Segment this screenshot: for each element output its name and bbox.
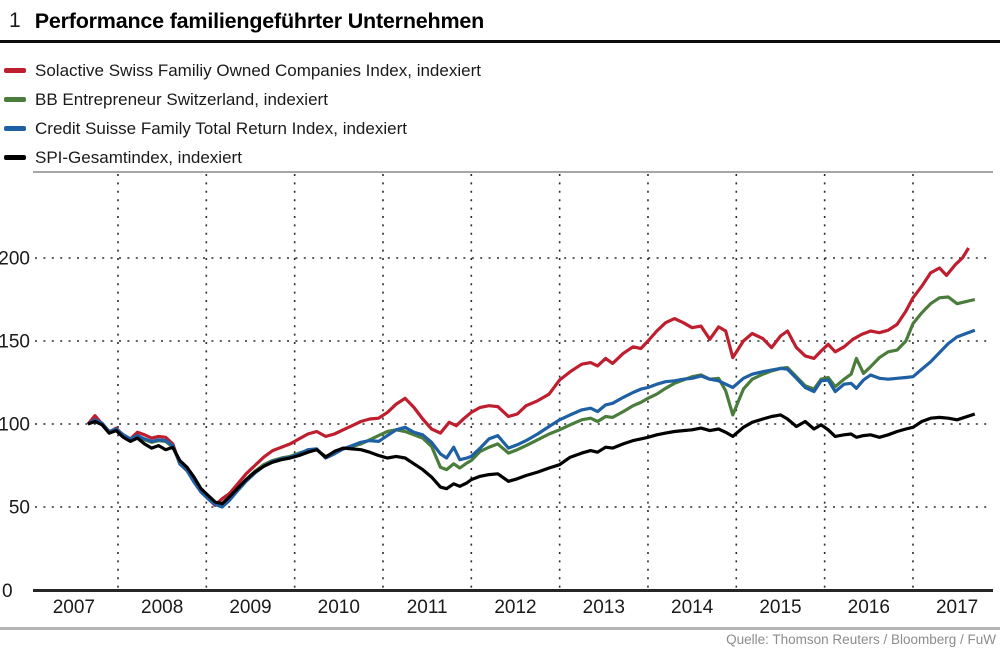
series-line-cs-family <box>87 328 976 509</box>
chart-header: 1 Performance familiengeführter Unterneh… <box>0 0 1000 43</box>
series-line-solactive <box>86 247 970 507</box>
legend-label: SPI-Gesamtindex, indexiert <box>35 147 242 167</box>
y-tick-label-150: 150 <box>0 332 30 353</box>
legend: Solactive Swiss Familiy Owned Companies … <box>4 56 481 172</box>
y-tick-label-0: 0 <box>2 581 13 602</box>
series-line-spi <box>87 412 976 506</box>
legend-swatch-blue <box>4 126 26 131</box>
y-tick-label-50: 50 <box>9 498 30 519</box>
legend-swatch-black <box>4 155 26 160</box>
y-tick-label-100: 100 <box>0 415 30 436</box>
x-tick-label-2010: 2010 <box>318 597 360 618</box>
legend-item-solactive: Solactive Swiss Familiy Owned Companies … <box>4 56 481 85</box>
legend-label: Credit Suisse Family Total Return Index,… <box>35 118 407 138</box>
legend-item-cs-family: Credit Suisse Family Total Return Index,… <box>4 114 481 143</box>
x-tick-label-2007: 2007 <box>53 597 95 618</box>
x-tick-label-2012: 2012 <box>494 597 536 618</box>
x-tick-label-2008: 2008 <box>141 597 183 618</box>
x-tick-label-2015: 2015 <box>759 597 801 618</box>
legend-swatch-red <box>4 68 26 73</box>
x-tick-label-2016: 2016 <box>848 597 890 618</box>
legend-label: BB Entrepreneur Switzerland, indexiert <box>35 89 328 109</box>
x-tick-label-2017: 2017 <box>936 597 978 618</box>
legend-swatch-green <box>4 97 26 102</box>
source-text: Quelle: Thomson Reuters / Bloomberg / Fu… <box>726 632 996 647</box>
source-divider <box>0 627 1000 630</box>
x-tick-label-2009: 2009 <box>229 597 271 618</box>
chart-number: 1 <box>9 9 21 32</box>
line-chart: 0 50 100 150 200 2007 2008 2009 2010 2011 2012 2013… <box>0 171 993 618</box>
legend-item-spi: SPI-Gesamtindex, indexiert <box>4 143 481 172</box>
y-tick-label-200: 200 <box>0 249 30 270</box>
x-tick-label-2013: 2013 <box>583 597 625 618</box>
x-tick-label-2011: 2011 <box>407 597 448 618</box>
x-tick-label-2014: 2014 <box>671 597 714 618</box>
legend-item-bb-entrepreneur: BB Entrepreneur Switzerland, indexiert <box>4 85 481 114</box>
chart-title: Performance familiengeführter Unternehme… <box>34 8 485 33</box>
legend-label: Solactive Swiss Familiy Owned Companies … <box>35 60 481 80</box>
